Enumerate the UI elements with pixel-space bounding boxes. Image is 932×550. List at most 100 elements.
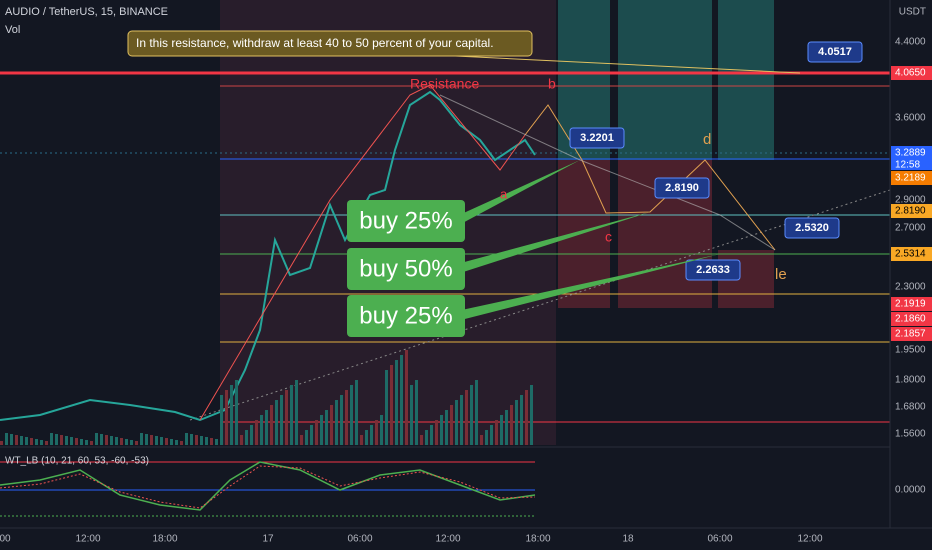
volume-bar	[250, 425, 253, 445]
pattern-line	[199, 84, 526, 421]
volume-bar	[415, 380, 418, 445]
volume-bar	[10, 434, 13, 445]
callout-text: In this resistance, withdraw at least 40…	[136, 36, 494, 50]
volume-bar	[355, 380, 358, 445]
volume-bar	[525, 390, 528, 445]
volume-bar	[50, 433, 53, 445]
volume-bar	[190, 434, 193, 445]
volume-bar	[265, 410, 268, 445]
volume-bar	[215, 439, 218, 445]
price-badge	[891, 297, 932, 311]
price-badge	[891, 171, 932, 185]
price-label: 4.0517	[818, 46, 852, 58]
volume-bar	[165, 438, 168, 445]
volume-bar	[85, 440, 88, 445]
volume-bar	[325, 410, 328, 445]
volume-bar	[130, 440, 133, 445]
volume-bar	[270, 405, 273, 445]
volume-bar	[0, 441, 3, 445]
callout-box	[127, 30, 533, 57]
volume-bar	[70, 437, 73, 445]
volume-bar	[530, 385, 533, 445]
volume-bar	[450, 405, 453, 445]
time-tick-label: 18:00	[152, 534, 177, 545]
time-tick-label: 06:00	[707, 534, 732, 545]
price-tick-label: 2.9000	[895, 195, 926, 206]
currency: USDT	[899, 7, 926, 18]
volume-bar	[295, 380, 298, 445]
time-tick-label: 12:00	[75, 534, 100, 545]
price-tick-label: 1.9500	[895, 345, 926, 356]
volume-bar	[315, 420, 318, 445]
volume-bar	[420, 435, 423, 445]
volume-bar	[105, 435, 108, 445]
volume-bar	[400, 355, 403, 445]
time-tick-label: 12:00	[435, 534, 460, 545]
price-label: 3.2201	[580, 132, 614, 144]
volume-bar	[320, 415, 323, 445]
buy-pointer	[457, 160, 580, 226]
volume-bar	[350, 385, 353, 445]
price-tick-label: 3.6000	[895, 113, 926, 124]
indicator-line	[0, 461, 536, 511]
volume-bar	[440, 415, 443, 445]
volume-bar	[45, 441, 48, 445]
indicator-label: WT_LB (10, 21, 60, 53, -60, -53)	[5, 456, 149, 467]
buy-pointer	[457, 254, 720, 321]
volume-bar	[235, 380, 238, 445]
volume-bar	[255, 420, 258, 445]
volume-bar	[520, 395, 523, 445]
time-tick-label: 06:00	[347, 534, 372, 545]
volume-bar	[390, 365, 393, 445]
symbol: AUDIO / TetherUS, 15, BINANCE	[5, 6, 168, 18]
volume-bar	[90, 441, 93, 445]
time-tick-label: 00	[0, 534, 11, 545]
volume-bar	[310, 425, 313, 445]
pattern-label: le	[775, 266, 787, 283]
volume-bar	[260, 415, 263, 445]
buy-box	[347, 200, 465, 242]
price-tick-label: 2.7000	[895, 223, 926, 234]
volume-bar	[145, 434, 148, 445]
volume-bar	[290, 385, 293, 445]
price-label-box	[654, 177, 710, 199]
volume-bar	[60, 435, 63, 445]
price-tick-label: 2.1857	[895, 329, 926, 340]
price-label: 2.5320	[795, 222, 829, 234]
price-tick-label: 1.8000	[895, 375, 926, 386]
volume-bar	[80, 439, 83, 445]
price-label-box	[569, 127, 625, 149]
volume-bar	[275, 400, 278, 445]
price-tick-label: 4.0650	[895, 68, 926, 79]
volume-bar	[345, 390, 348, 445]
volume-bar	[445, 410, 448, 445]
volume-bar	[185, 433, 188, 445]
price-tick-label: 2.3000	[895, 282, 926, 293]
volume-bar	[20, 436, 23, 445]
volume-bar	[460, 395, 463, 445]
volume-bar	[285, 390, 288, 445]
price-label-box	[784, 217, 840, 239]
volume-bar	[455, 400, 458, 445]
price-tick-label: 1.5600	[895, 429, 926, 440]
volume-bar	[305, 430, 308, 445]
volume-bar	[55, 434, 58, 445]
volume-bar	[180, 441, 183, 445]
price-label: 2.2633	[696, 264, 730, 276]
volume-bar	[200, 436, 203, 445]
volume-bar	[150, 435, 153, 445]
volume-bar	[240, 435, 243, 445]
volume-bar	[515, 400, 518, 445]
price-tick-label: 3.2889	[895, 148, 926, 159]
volume-bar	[65, 436, 68, 445]
volume-bar	[170, 439, 173, 445]
pattern-line	[439, 94, 776, 251]
buy-box	[347, 295, 465, 337]
price-tick-label: 3.2189	[895, 173, 926, 184]
volume-bar	[485, 430, 488, 445]
price-tick-label: 4.4000	[895, 37, 926, 48]
volume-bar	[35, 439, 38, 445]
zone	[618, 0, 712, 160]
volume-bar	[115, 437, 118, 445]
volume-bar	[340, 395, 343, 445]
